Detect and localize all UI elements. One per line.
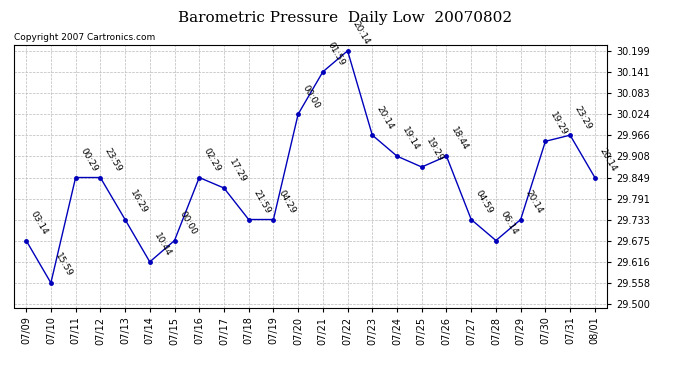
Text: 01:59: 01:59 <box>326 41 346 68</box>
Text: 15:59: 15:59 <box>54 252 75 279</box>
Text: 20:14: 20:14 <box>351 20 371 46</box>
Text: 19:14: 19:14 <box>400 125 420 152</box>
Text: 06:14: 06:14 <box>499 210 520 236</box>
Text: 04:29: 04:29 <box>276 189 297 215</box>
Text: 17:29: 17:29 <box>227 157 248 184</box>
Text: 21:59: 21:59 <box>251 189 272 215</box>
Text: 00:00: 00:00 <box>301 83 322 110</box>
Text: 03:14: 03:14 <box>29 210 50 236</box>
Text: 23:29: 23:29 <box>573 104 593 131</box>
Text: 19:29: 19:29 <box>548 110 569 137</box>
Text: 23:59: 23:59 <box>103 147 124 173</box>
Text: 16:29: 16:29 <box>128 189 148 215</box>
Text: 20:14: 20:14 <box>524 189 544 215</box>
Text: 18:44: 18:44 <box>449 125 470 152</box>
Text: 20:14: 20:14 <box>375 104 395 131</box>
Text: Copyright 2007 Cartronics.com: Copyright 2007 Cartronics.com <box>14 33 155 42</box>
Text: 00:29: 00:29 <box>79 147 99 173</box>
Text: 02:29: 02:29 <box>202 147 223 173</box>
Text: 19:29: 19:29 <box>424 136 445 163</box>
Text: 00:00: 00:00 <box>177 210 198 236</box>
Text: Barometric Pressure  Daily Low  20070802: Barometric Pressure Daily Low 20070802 <box>178 11 512 25</box>
Text: 20:14: 20:14 <box>598 147 618 173</box>
Text: 04:59: 04:59 <box>474 189 495 215</box>
Text: 10:44: 10:44 <box>152 231 173 258</box>
